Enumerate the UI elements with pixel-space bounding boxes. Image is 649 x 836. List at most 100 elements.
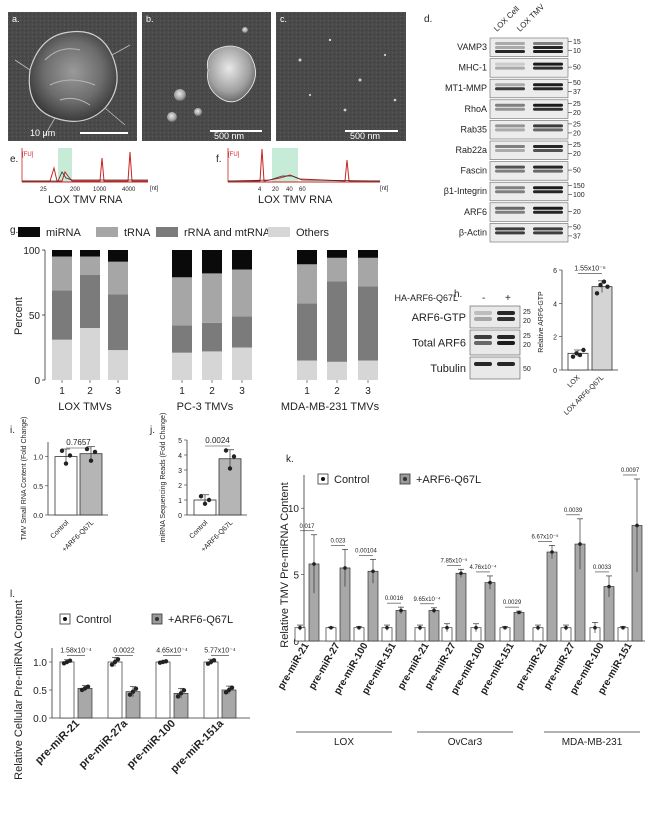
legend-point <box>63 617 67 621</box>
chart-j: j. 0 1 2 3 4 5 miRNA Sequencing Reads (Fold Ch… <box>149 413 247 554</box>
data-point <box>109 662 115 667</box>
data-point <box>206 497 212 503</box>
data-point <box>399 608 403 613</box>
data-point <box>635 523 639 528</box>
western-d-row-label: MT1-MMP <box>445 83 487 93</box>
bar <box>395 610 407 642</box>
stacked-bar-segment <box>232 316 252 348</box>
data-point <box>163 659 169 664</box>
western-d-mw-label: 20 <box>573 130 581 137</box>
stacked-bar-segment <box>297 360 317 380</box>
pvalue-label: 0.0029 <box>503 600 522 606</box>
bar <box>203 661 219 719</box>
data-point <box>181 688 187 693</box>
group-label: MDA-MB-231 TMVs <box>281 401 380 413</box>
stacked-bar-segment <box>202 273 222 323</box>
chart-i: i. 0.0 0.5 1.0 TMV Small RNA Content (Fold … <box>10 417 108 554</box>
panel-letter-l: l. <box>10 589 15 600</box>
data-point <box>503 625 507 630</box>
group-label: OvCar3 <box>448 737 483 748</box>
western-d-band <box>533 66 563 70</box>
data-point <box>432 608 436 613</box>
bioanalyzer-e: e. [FU] 25 200 1000 4000 [nt] LOX TMV RN… <box>10 148 159 206</box>
h-band <box>497 335 515 339</box>
data-point <box>593 625 597 630</box>
western-d-band <box>495 46 525 49</box>
x-tick-label: 3 <box>115 386 121 397</box>
western-d-band <box>533 62 563 66</box>
h-col-minus: - <box>482 293 485 304</box>
y-axis-label: Relative Cellular Pre-miRNA Content <box>13 600 25 780</box>
sem-panel-a: 10 μm a. <box>8 12 137 141</box>
bar <box>499 627 511 642</box>
bioanalyzer-f-tick: 20 <box>272 187 279 193</box>
data-point <box>564 625 568 630</box>
data-point <box>59 448 65 453</box>
data-point <box>418 625 422 630</box>
pvalue-label: 0.0097 <box>621 468 640 474</box>
legend-label: Others <box>296 227 330 239</box>
pvalue-label: 0.0039 <box>564 508 583 514</box>
bar <box>77 687 93 719</box>
stacked-bar-segment <box>358 250 378 258</box>
bar <box>546 551 558 642</box>
data-point <box>112 659 118 665</box>
western-d-band <box>533 42 563 45</box>
bar <box>59 661 75 719</box>
stacked-bar-segment <box>327 361 347 380</box>
y-tick-label: 2 <box>553 335 557 342</box>
bar <box>221 689 237 719</box>
stacked-bar-segment <box>202 250 222 274</box>
data-point <box>517 610 521 615</box>
western-d-band <box>495 145 525 148</box>
data-point <box>607 584 611 589</box>
western-d-mw-label: 25 <box>573 121 581 128</box>
western-d-mw-label: 50 <box>573 168 581 175</box>
group-label: MDA-MB-231 <box>562 737 623 748</box>
bioanalyzer-f-tick: 60 <box>299 187 306 193</box>
legend-label: +ARF6-Q67L <box>416 474 481 486</box>
western-d-band <box>533 210 563 214</box>
stacked-bar-segment <box>327 281 347 362</box>
panel-letter-d: d. <box>424 14 432 25</box>
western-d-mw-label: 10 <box>573 48 581 55</box>
bar <box>513 612 525 642</box>
y-tick-label: 0.5 <box>33 484 43 491</box>
panel-letter-h: h. <box>454 289 462 300</box>
stacked-bar-segment <box>202 351 222 380</box>
legend-point <box>155 617 159 621</box>
bar <box>155 661 171 719</box>
pvalue-label: 6.67x10⁻⁵ <box>531 533 559 540</box>
h-row-label: Total ARF6 <box>412 338 466 350</box>
data-point <box>312 562 316 566</box>
group-label: PC-3 TMVs <box>177 401 234 413</box>
stacked-bar-segment <box>232 250 252 270</box>
stacked-bar-segment <box>80 328 100 380</box>
data-point <box>574 351 579 356</box>
sem-c-scale: 500 nm <box>350 131 380 141</box>
y-tick-label: 100 <box>23 246 40 257</box>
data-point <box>550 550 554 554</box>
data-point <box>211 658 217 663</box>
western-d-band <box>495 169 525 173</box>
stacked-bar-segment <box>52 250 72 257</box>
data-point <box>223 448 229 453</box>
stacked-bar-segment <box>358 286 378 361</box>
stacked-bar-segment <box>297 250 317 265</box>
x-tick-label: 1 <box>59 386 65 397</box>
western-d-mw-label: 25 <box>573 101 581 108</box>
bioanalyzer-f-xlabel: LOX TMV RNA <box>258 194 333 206</box>
stacked-bar-segment <box>297 303 317 361</box>
panel-letter-g: g. <box>10 225 18 236</box>
x-tick-label: pre-miR-100 <box>125 718 178 771</box>
pvalue-label: 1.58x10⁻⁴ <box>60 647 92 654</box>
western-d-row-label: VAMP3 <box>457 42 487 52</box>
pvalue-label: 7.85x10⁻⁵ <box>440 557 468 564</box>
stacked-bar-segment <box>80 256 100 275</box>
bioanalyzer-e-tick: 25 <box>40 187 47 193</box>
western-d-band <box>533 231 563 235</box>
western-d-band <box>533 227 563 231</box>
h-band <box>497 362 515 366</box>
western-d-band <box>495 128 525 132</box>
chart-g: g. miRNA tRNA rRNA and mtRNA Others 0 50 100 Pe… <box>10 225 380 413</box>
